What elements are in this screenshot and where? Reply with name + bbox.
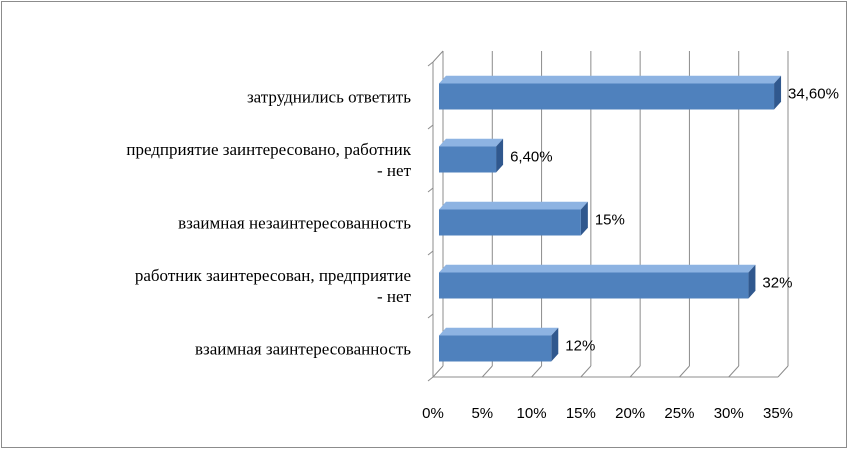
floor-tick-2 — [531, 365, 542, 378]
bar-2 — [439, 201, 588, 236]
bar-top-1 — [439, 264, 756, 273]
bar-side-2 — [580, 201, 588, 236]
bar-3 — [439, 138, 504, 173]
bar-top-4 — [439, 75, 782, 84]
data-label-0: 12% — [565, 338, 595, 355]
left-wall-top — [432, 50, 444, 63]
bar-top-0 — [439, 327, 559, 336]
x-tick-label-7: 35% — [763, 405, 793, 422]
bar-side-3 — [496, 138, 504, 173]
bar-front-2 — [439, 209, 581, 236]
floor-tick-7 — [777, 365, 789, 378]
category-tick-4 — [427, 313, 434, 319]
x-tick-label-1: 5% — [471, 405, 493, 422]
x-tick-label-3: 15% — [566, 405, 596, 422]
category-label-1-1: - нет — [377, 287, 412, 306]
x-tick-label-5: 25% — [664, 405, 694, 422]
data-label-2: 15% — [595, 212, 625, 229]
x-tick-label-2: 10% — [517, 405, 547, 422]
floor-tick-6 — [728, 365, 740, 378]
floor-tick-4 — [629, 365, 641, 378]
category-tick-2 — [427, 187, 434, 193]
data-label-3: 6,40% — [510, 149, 553, 166]
category-tick-0 — [427, 61, 434, 67]
bar-0 — [439, 327, 559, 362]
data-label-4: 34,60% — [788, 86, 839, 103]
category-label-2-0: взаимная незаинтересованность — [178, 214, 411, 233]
floor-tick-5 — [679, 365, 690, 378]
category-label-3-0: предприятие заинтересовано, работник — [126, 140, 411, 159]
bar-front-1 — [439, 272, 749, 299]
bars — [439, 75, 782, 362]
category-label-0-0: взаимная заинтересованность — [195, 340, 411, 359]
x-tick-label-0: 0% — [422, 405, 444, 422]
bar-side-0 — [551, 327, 559, 362]
category-tick-5 — [427, 376, 434, 382]
category-label-1-0: работник заинтересован, предприятие — [135, 266, 411, 285]
category-tick-3 — [427, 250, 434, 256]
category-label-3-1: - нет — [377, 161, 412, 180]
bar-top-3 — [439, 138, 504, 147]
bar-front-3 — [439, 146, 497, 173]
bar-1 — [439, 264, 756, 299]
bar-side-1 — [748, 264, 756, 299]
x-tick-label-4: 20% — [615, 405, 645, 422]
bar-top-2 — [439, 201, 588, 210]
x-tick-label-6: 30% — [714, 405, 744, 422]
bar-front-0 — [439, 335, 552, 362]
labels: 12% взаимная заинтересованность 32% работни… — [126, 86, 839, 423]
bar-front-4 — [439, 83, 775, 110]
category-tick-1 — [427, 124, 434, 130]
bar-4 — [439, 75, 782, 110]
floor-tick-3 — [580, 365, 592, 378]
floor-tick-1 — [481, 365, 493, 378]
floor-tick-0 — [432, 365, 444, 378]
category-label-4-0: затруднились ответить — [247, 88, 411, 107]
bar-side-4 — [774, 75, 782, 110]
data-label-1: 32% — [762, 275, 792, 292]
